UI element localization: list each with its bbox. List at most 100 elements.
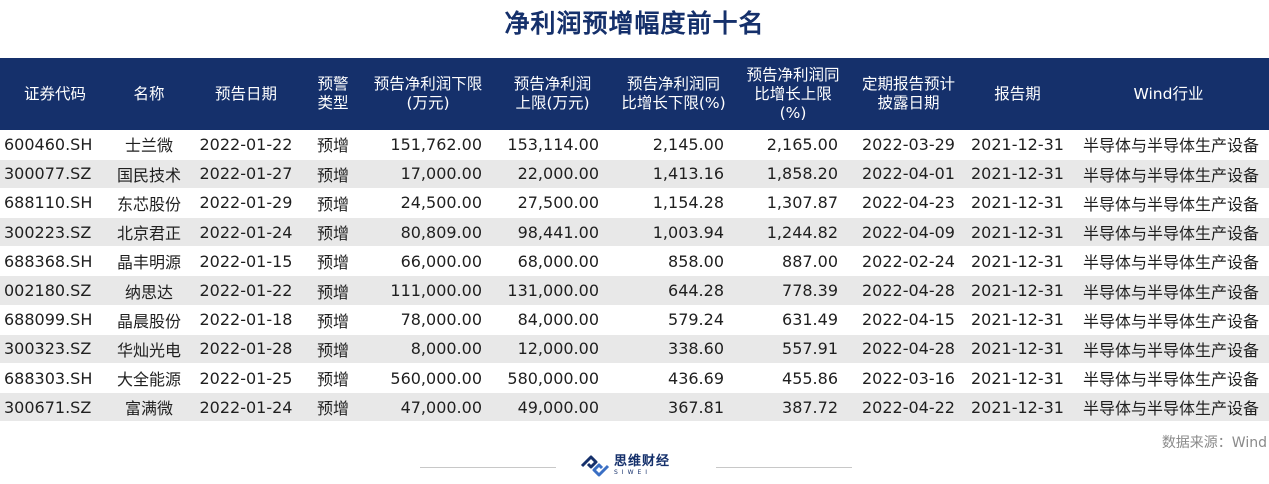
cell-disclosure-date: 2022-03-16: [850, 363, 967, 394]
table-row: 688303.SH 大全能源 2022-01-25 预增 560,000.00 580,0…: [0, 363, 1269, 394]
cell-warning-type: 预增: [304, 363, 362, 394]
cell-disclosure-date: 2022-04-01: [850, 159, 967, 189]
column-header: 证券代码: [23, 84, 86, 103]
cell-growth-lower: 436.69: [611, 363, 736, 394]
cell-disclosure-date: 2022-02-24: [850, 246, 967, 277]
cell-security-name: 大全能源: [110, 363, 188, 394]
cell-growth-upper: 387.72: [736, 392, 850, 423]
cell-warning-type: 预增: [304, 275, 362, 306]
cell-growth-upper: 455.86: [736, 363, 850, 394]
column-header: 名称: [133, 84, 165, 103]
cell-growth-lower: 1,003.94: [611, 217, 736, 248]
column-header: 预告净利润 上限(万元): [513, 75, 592, 112]
cell-disclosure-date: 2022-04-15: [850, 305, 967, 335]
cell-warning-type: 预增: [304, 305, 362, 335]
cell-growth-lower: 367.81: [611, 392, 736, 423]
cell-report-period: 2021-12-31: [967, 217, 1068, 248]
cell-forecast-date: 2022-01-25: [188, 363, 304, 394]
cell-disclosure-date: 2022-04-28: [850, 334, 967, 365]
cell-profit-lower: 47,000.00: [362, 392, 494, 423]
cell-warning-type: 预增: [304, 334, 362, 365]
cell-security-name: 晶晨股份: [110, 305, 188, 335]
cell-forecast-date: 2022-01-28: [188, 334, 304, 365]
cell-report-period: 2021-12-31: [967, 305, 1068, 335]
cell-profit-upper: 49,000.00: [494, 392, 611, 423]
table-row: 002180.SZ 纳思达 2022-01-22 预增 111,000.00 131,00…: [0, 275, 1269, 306]
cell-security-code: 688368.SH: [0, 246, 110, 277]
cell-profit-lower: 66,000.00: [362, 246, 494, 277]
cell-report-period: 2021-12-31: [967, 392, 1068, 423]
table-row: 688099.SH 晶晨股份 2022-01-18 预增 78,000.00 84,000…: [0, 305, 1269, 335]
cell-forecast-date: 2022-01-27: [188, 159, 304, 189]
cell-security-name: 富满微: [110, 392, 188, 423]
cell-security-code: 688099.SH: [0, 305, 110, 335]
column-header: 定期报告预计 披露日期: [861, 75, 955, 112]
cell-growth-upper: 1,307.87: [736, 188, 850, 219]
cell-warning-type: 预增: [304, 130, 362, 160]
cell-security-name: 华灿光电: [110, 334, 188, 365]
cell-security-code: 300671.SZ: [0, 392, 110, 423]
cell-profit-upper: 68,000.00: [494, 246, 611, 277]
cell-wind-industry: 半导体与半导体生产设备: [1068, 159, 1269, 189]
column-header: 预告日期: [214, 84, 277, 103]
cell-wind-industry: 半导体与半导体生产设备: [1068, 188, 1269, 219]
cell-security-name: 北京君正: [110, 217, 188, 248]
cell-report-period: 2021-12-31: [967, 130, 1068, 160]
table-row: 688110.SH 东芯股份 2022-01-29 预增 24,500.00 27,500…: [0, 188, 1269, 219]
cell-wind-industry: 半导体与半导体生产设备: [1068, 392, 1269, 423]
table-row: 688368.SH 晶丰明源 2022-01-15 预增 66,000.00 68,000…: [0, 246, 1269, 277]
cell-security-code: 300223.SZ: [0, 217, 110, 248]
logo-mark-icon: [580, 455, 610, 477]
cell-growth-lower: 1,154.28: [611, 188, 736, 219]
cell-profit-lower: 111,000.00: [362, 275, 494, 306]
cell-profit-lower: 24,500.00: [362, 188, 494, 219]
cell-growth-upper: 887.00: [736, 246, 850, 277]
cell-security-code: 688303.SH: [0, 363, 110, 394]
cell-wind-industry: 半导体与半导体生产设备: [1068, 334, 1269, 365]
cell-wind-industry: 半导体与半导体生产设备: [1068, 246, 1269, 277]
data-table: 证券代码 名称 预告日期 预警 类型 预告净利润下限 (万元) 预告净利润 上限(万元) 预告净利…: [0, 58, 1269, 423]
cell-forecast-date: 2022-01-22: [188, 275, 304, 306]
table-row: 300077.SZ 国民技术 2022-01-27 预增 17,000.00 22,000…: [0, 159, 1269, 189]
cell-profit-upper: 84,000.00: [494, 305, 611, 335]
cell-disclosure-date: 2022-03-29: [850, 130, 967, 160]
cell-security-code: 600460.SH: [0, 130, 110, 160]
cell-forecast-date: 2022-01-29: [188, 188, 304, 219]
cell-security-code: 688110.SH: [0, 188, 110, 219]
logo-name: 思维财经: [614, 454, 671, 469]
cell-disclosure-date: 2022-04-22: [850, 392, 967, 423]
cell-profit-lower: 8,000.00: [362, 334, 494, 365]
table-body: 600460.SH 士兰微 2022-01-22 预增 151,762.00 153,11…: [0, 130, 1269, 423]
cell-forecast-date: 2022-01-24: [188, 217, 304, 248]
cell-forecast-date: 2022-01-22: [188, 130, 304, 160]
cell-profit-lower: 560,000.00: [362, 363, 494, 394]
table-row: 300223.SZ 北京君正 2022-01-24 预增 80,809.00 98,441…: [0, 217, 1269, 248]
cell-warning-type: 预增: [304, 159, 362, 189]
cell-profit-lower: 78,000.00: [362, 305, 494, 335]
cell-profit-upper: 22,000.00: [494, 159, 611, 189]
cell-security-name: 东芯股份: [110, 188, 188, 219]
cell-growth-upper: 557.91: [736, 334, 850, 365]
cell-profit-lower: 151,762.00: [362, 130, 494, 160]
cell-profit-upper: 153,114.00: [494, 130, 611, 160]
cell-wind-industry: 半导体与半导体生产设备: [1068, 275, 1269, 306]
cell-growth-lower: 858.00: [611, 246, 736, 277]
cell-report-period: 2021-12-31: [967, 363, 1068, 394]
cell-profit-lower: 17,000.00: [362, 159, 494, 189]
cell-profit-upper: 27,500.00: [494, 188, 611, 219]
cell-disclosure-date: 2022-04-28: [850, 275, 967, 306]
table-row: 600460.SH 士兰微 2022-01-22 预增 151,762.00 153,11…: [0, 130, 1269, 160]
cell-security-name: 国民技术: [110, 159, 188, 189]
cell-wind-industry: 半导体与半导体生产设备: [1068, 130, 1269, 160]
cell-growth-lower: 644.28: [611, 275, 736, 306]
cell-report-period: 2021-12-31: [967, 188, 1068, 219]
cell-profit-upper: 131,000.00: [494, 275, 611, 306]
logo-subtext: SIWEI: [614, 469, 652, 476]
footer-divider-right: [716, 467, 852, 468]
column-header: 预告净利润同 比增长下限(%): [621, 75, 726, 112]
column-header: 报告期: [994, 84, 1041, 103]
cell-growth-upper: 778.39: [736, 275, 850, 306]
cell-warning-type: 预增: [304, 392, 362, 423]
cell-wind-industry: 半导体与半导体生产设备: [1068, 305, 1269, 335]
cell-disclosure-date: 2022-04-09: [850, 217, 967, 248]
